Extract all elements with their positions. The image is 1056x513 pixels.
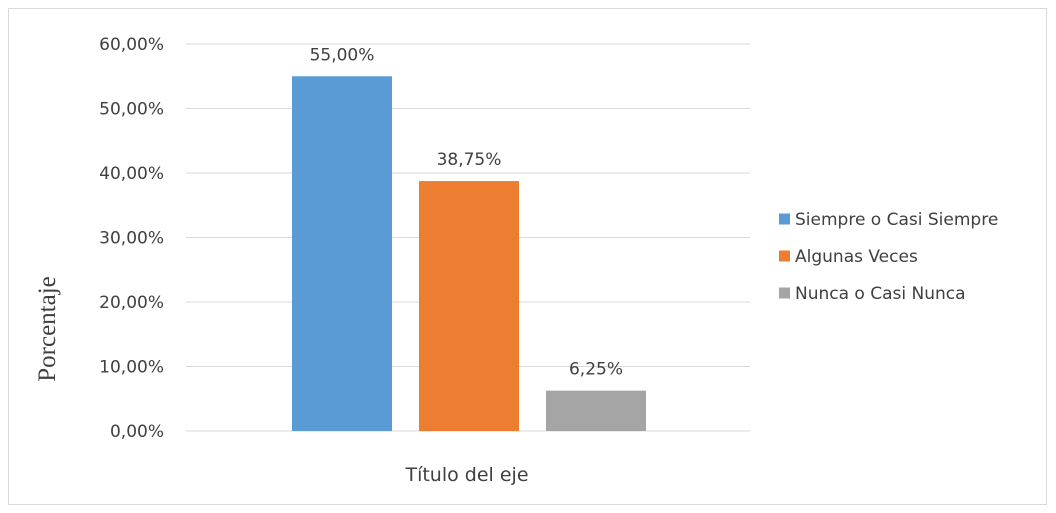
bar-3 (546, 390, 646, 431)
y-tick-label: 60,00% (99, 35, 164, 55)
bars (292, 76, 646, 431)
y-tick-label: 10,00% (99, 358, 164, 378)
legend-swatch (779, 250, 790, 262)
y-tick-label: 0,00% (110, 422, 164, 442)
y-tick-label: 30,00% (99, 229, 164, 249)
y-tick-label: 20,00% (99, 293, 164, 313)
legend-swatch (779, 213, 790, 225)
legend-label: Nunca o Casi Nunca (795, 284, 966, 304)
y-axis-tick-labels: 0,00% 10,00% 20,00% 30,00% 40,00% 50,00% 60,00… (99, 35, 164, 442)
bar-1 (292, 76, 392, 431)
y-axis-title: Porcentaje (34, 276, 61, 382)
legend-label: Siempre o Casi Siempre (795, 210, 998, 230)
data-label: 6,25% (569, 360, 623, 380)
data-labels: 55,00% 38,75% 6,25% (310, 45, 623, 379)
data-label: 55,00% (310, 45, 375, 65)
legend: Siempre o Casi Siempre Algunas Veces Nunca… (779, 210, 998, 304)
chart-frame: 0,00% 10,00% 20,00% 30,00% 40,00% 50,00% 60,00… (8, 8, 1047, 505)
data-label: 38,75% (437, 150, 502, 170)
legend-swatch (779, 287, 790, 299)
bar-2 (419, 181, 519, 431)
y-tick-label: 40,00% (99, 164, 164, 184)
legend-label: Algunas Veces (795, 247, 918, 267)
x-axis-title: Título del eje (404, 464, 528, 486)
y-tick-label: 50,00% (99, 100, 164, 120)
chart-svg: 0,00% 10,00% 20,00% 30,00% 40,00% 50,00% 60,00… (34, 35, 998, 486)
